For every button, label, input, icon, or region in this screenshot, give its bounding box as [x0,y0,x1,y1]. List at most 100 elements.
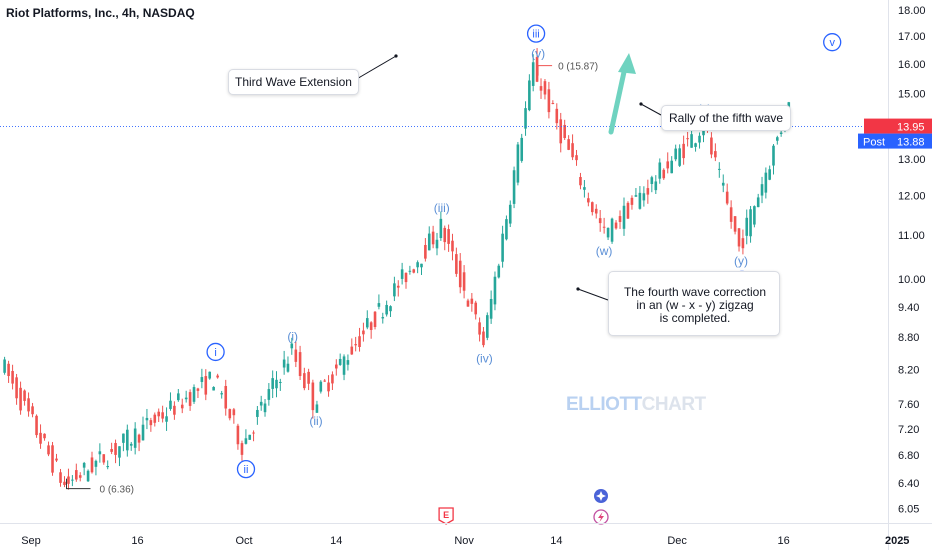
candle-body [173,405,176,415]
candle-body [516,144,520,183]
note-connector [354,55,397,81]
candle-body [184,397,188,400]
note-connector [577,288,609,301]
candle-body [133,428,137,448]
level-marker-line [537,65,553,76]
candle-body [23,390,26,401]
candle-body [489,298,493,319]
wave-label-paren-y: (y) [734,254,748,268]
candle-body [642,193,646,201]
candle-body [702,130,705,136]
level-label-6-36: 0 (6.36) [100,485,134,496]
candle-body [638,192,642,209]
candle-body [598,218,602,224]
candle-body [165,416,168,422]
candle-body [224,385,228,409]
y-tick-label: 7.20 [898,424,919,436]
candle-body [393,283,396,297]
candle-body [102,454,106,463]
candle-body [240,443,244,455]
candle-body [718,168,721,170]
candle-body [745,217,749,236]
candle-body [365,318,369,328]
candle-body [571,143,574,158]
candle-body [614,222,618,229]
wave-label-paren-ii: (ii) [309,414,322,428]
candle-body [338,358,342,365]
candle-body [646,188,650,195]
candle-body [315,404,319,413]
candle-body [583,187,586,190]
candle-body [157,411,161,417]
candle-body [462,272,466,291]
candle-body [188,392,192,406]
candle-body [200,377,204,382]
event-lightning-glyph [598,512,604,522]
candle-body [768,169,771,180]
x-tick-label: 14 [330,535,342,547]
candle-body [698,135,701,143]
candle-body [760,184,764,196]
candle-body [733,216,737,232]
candle-body [531,62,535,86]
candle-body [55,458,58,461]
y-tick-label: 6.40 [898,478,919,490]
post-price-value: 13.88 [897,137,925,149]
candle-body [602,226,606,228]
candle-body [228,409,232,419]
y-tick-label: 10.00 [898,274,926,286]
candle-body [298,352,302,377]
candle-body [90,457,94,473]
candle-body [385,304,388,315]
candle-body [694,143,697,147]
watermark: ELLIOTTCHART [566,394,706,415]
candle-body [543,81,547,95]
fifth-wave-arrow [608,69,627,135]
candle-body [427,233,431,251]
candle-body [43,433,46,439]
candle-body [682,143,685,159]
candle-body [216,375,219,378]
event-plus-icon-glyph [596,491,606,501]
candle-body [145,417,149,421]
candle-body [547,89,551,113]
candle-body [342,356,346,375]
post-label: Post [863,137,885,149]
candle-body [431,231,435,245]
candle-body [153,414,157,423]
candle-body [654,181,658,191]
candle-body [63,481,66,485]
candle-body [94,460,98,467]
candle-body [508,204,512,224]
chart-title: Riot Platforms, Inc., 4h, NASDAQ [6,6,195,20]
wave-label-v-circle [823,33,842,52]
candle-body [539,86,543,91]
third-wave-extension-note: Third Wave Extension [228,69,359,95]
candle-body [236,425,240,445]
wave-label-paren-i: (i) [287,329,298,343]
candle-body [466,300,470,307]
current-price-value: 13.95 [897,122,925,134]
candle-body [662,169,666,179]
candle-body [248,434,252,440]
price-axis [888,0,932,550]
y-tick-label: 9.40 [898,302,919,314]
candle-body [350,346,354,355]
candle-body [106,466,109,468]
candle-body [470,298,474,304]
candle-body [373,311,377,327]
candle-body [737,228,741,247]
note-connector-dot [394,54,398,58]
fifth-wave-rally-note: Rally of the fifth wave [661,105,792,131]
candle-body [626,202,630,219]
candle-body [220,393,223,395]
wave-label-iii: iii [532,29,539,41]
note-connector-dot [576,287,580,291]
candle-body [756,197,760,208]
candle-body [122,433,125,443]
x-tick-label: 16 [131,535,143,547]
candle-body [520,137,524,161]
fourth-wave-correction-note: The fourth wave correction in an (w - x … [608,271,780,336]
y-tick-label: 13.00 [898,154,926,166]
